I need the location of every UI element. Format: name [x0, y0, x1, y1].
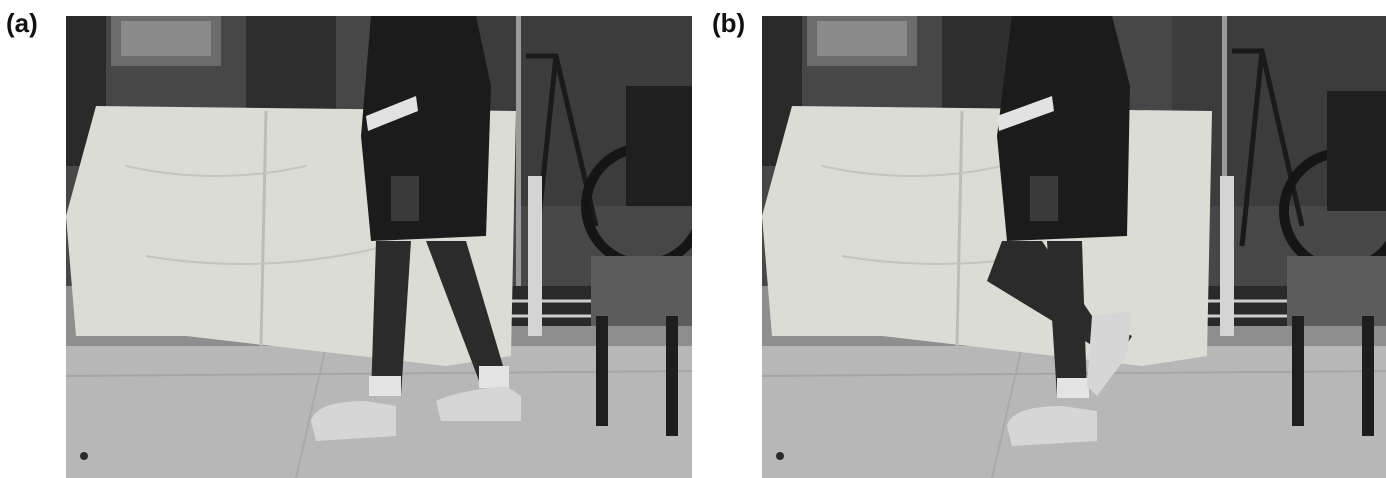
gait-photo-b: [762, 16, 1386, 478]
panel-label-b: (b): [712, 8, 746, 38]
photo-panel-b: [762, 16, 1386, 478]
photo-panel-a: [66, 16, 692, 478]
panel-label-a: (a): [6, 8, 38, 38]
gait-photo-a: [66, 16, 692, 478]
